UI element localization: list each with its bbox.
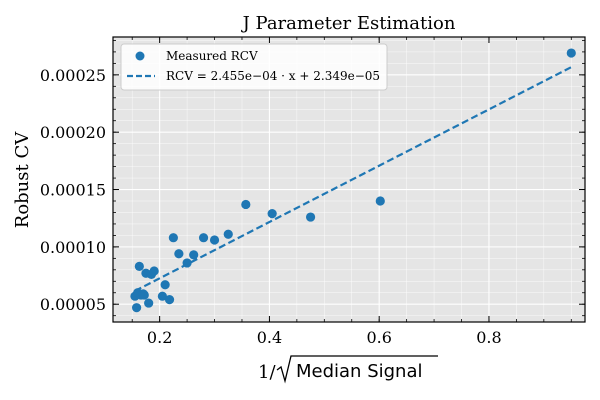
x-axis-label: 1/ Median Signal: [258, 355, 438, 384]
data-point: [241, 199, 251, 210]
y-tick-label: 0.00020: [40, 123, 106, 142]
data-point: [198, 233, 209, 243]
sqrt-symbol-icon: [276, 355, 438, 384]
x-axis-label-text: Median Signal: [296, 361, 422, 382]
legend-label-measured: Measured RCV: [166, 49, 258, 63]
legend-box: [120, 43, 388, 91]
data-point: [189, 250, 199, 260]
data-point: [305, 212, 316, 222]
x-axis-label-prefix: 1/: [258, 362, 276, 383]
data-points: [130, 48, 576, 313]
data-point: [223, 229, 233, 239]
data-point: [132, 303, 142, 313]
data-point: [157, 291, 167, 301]
axis-ticks: 0.2 0.4 0.6 0.8 0.00005 0.00010 0.00015 0.00020…: [40, 37, 585, 347]
data-point: [174, 249, 184, 259]
data-point: [149, 266, 159, 276]
y-tick-label: 0.00010: [40, 238, 106, 257]
legend: Measured RCV RCV = 2.455e−04 · x + 2.349…: [120, 43, 388, 91]
y-tick-label: 0.00005: [40, 295, 106, 314]
data-point: [160, 280, 170, 290]
data-point: [267, 209, 277, 219]
y-axis-label: Robust CV: [12, 131, 33, 228]
data-point: [375, 196, 385, 206]
chart-title: J Parameter Estimation: [241, 13, 456, 34]
plot-frame: [112, 36, 586, 323]
y-tick-label: 0.00025: [40, 66, 106, 85]
data-point: [566, 48, 576, 58]
data-point: [134, 261, 144, 271]
y-tick-label: 0.00015: [40, 181, 106, 200]
data-point: [139, 290, 149, 300]
data-point: [168, 233, 178, 243]
data-point: [144, 298, 154, 308]
data-point: [182, 258, 192, 268]
data-point: [209, 235, 220, 245]
legend-marker-measured: [135, 51, 145, 61]
data-point: [164, 295, 175, 305]
x-tick-label: 0.4: [257, 328, 282, 347]
x-tick-label: 0.8: [476, 328, 501, 347]
x-tick-label: 0.2: [147, 328, 172, 347]
x-tick-label: 0.6: [366, 328, 391, 347]
fit-line: [134, 66, 572, 292]
legend-label-fit: RCV = 2.455e−04 · x + 2.349e−05: [166, 69, 380, 83]
fit-line-layer: [134, 66, 572, 292]
